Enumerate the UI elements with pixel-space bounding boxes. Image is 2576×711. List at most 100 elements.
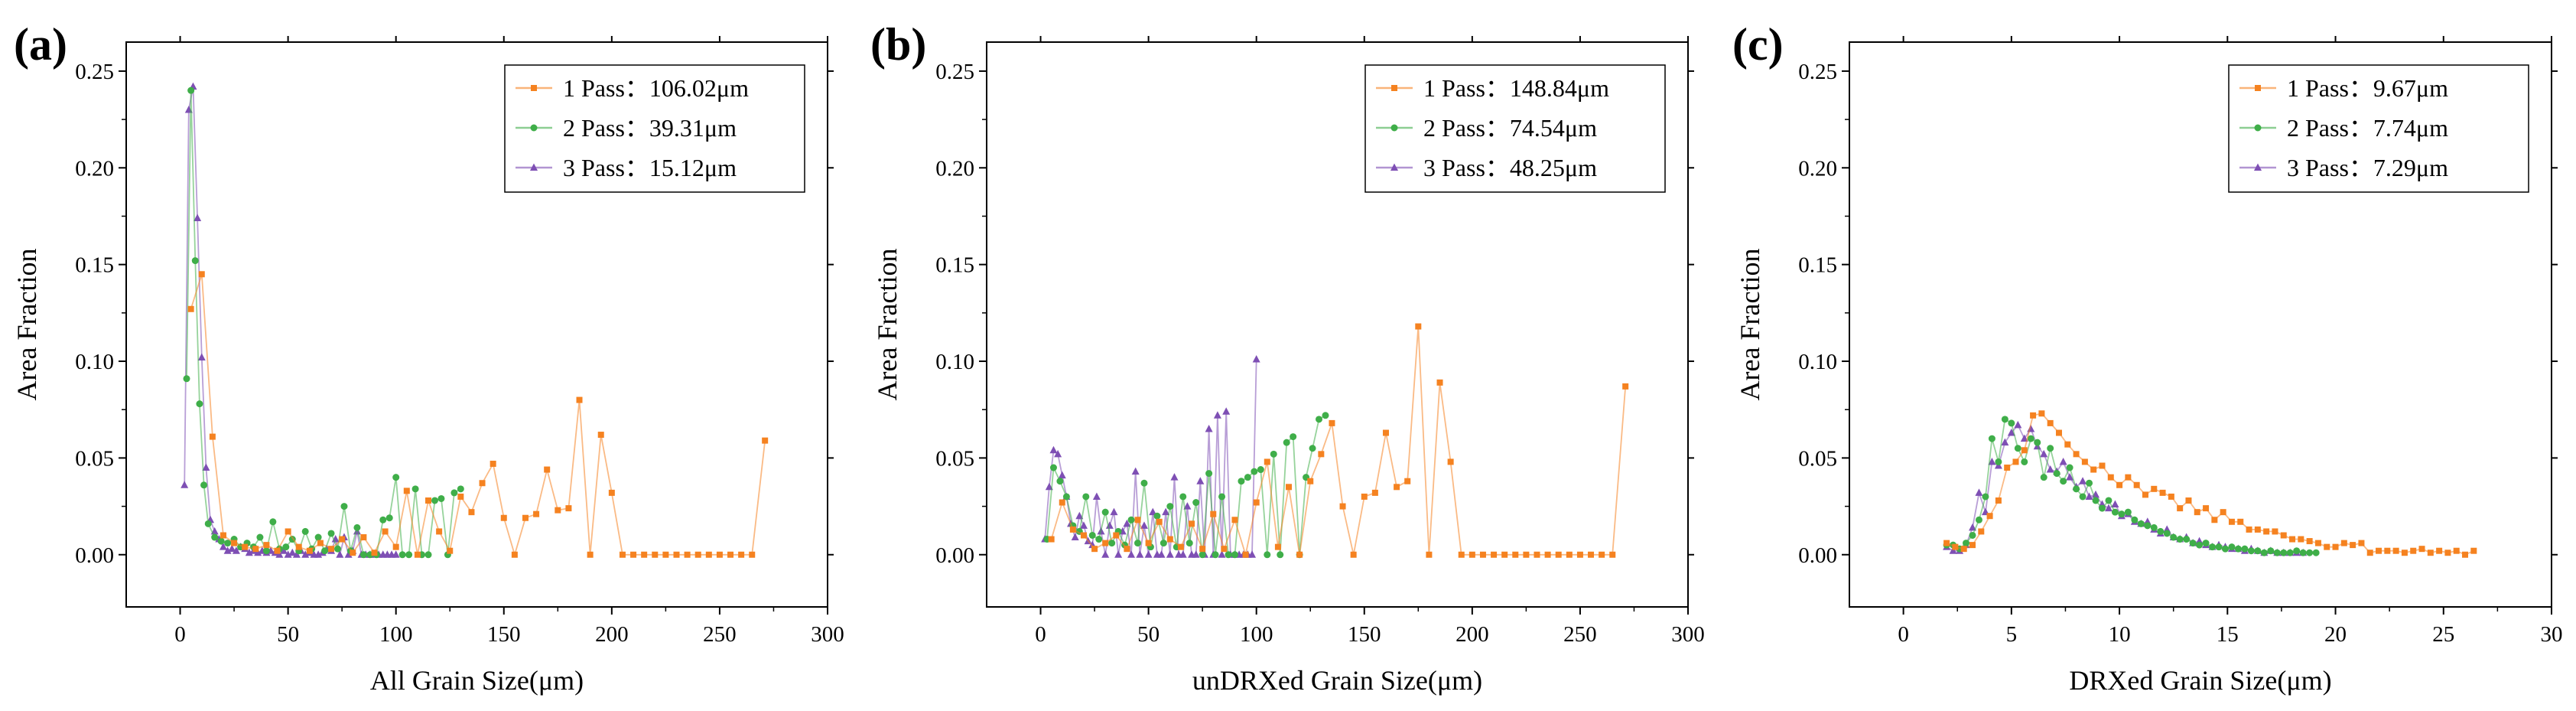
- data-point: [2260, 549, 2268, 556]
- legend: 1 Pass：148.84μm 2 Pass：74.54μm 3 Pass：48.2…: [1364, 64, 1666, 193]
- data-point: [392, 474, 400, 481]
- data-point: [1252, 354, 1260, 363]
- data-point: [1248, 550, 1257, 558]
- x-tick-label: 0: [1035, 622, 1046, 647]
- data-point: [411, 485, 419, 493]
- data-point: [1205, 424, 1213, 432]
- y-tick-label: 0.10: [75, 350, 114, 374]
- data-point: [344, 550, 353, 558]
- data-point: [2055, 429, 2062, 436]
- data-point: [1986, 513, 1993, 520]
- data-point: [1949, 546, 1957, 554]
- data-point: [334, 545, 342, 553]
- data-point: [1102, 540, 1109, 546]
- data-point: [437, 494, 445, 502]
- x-tick-label: 0: [174, 622, 186, 647]
- data-point: [1361, 493, 1368, 500]
- x-tick-label: 25: [2432, 622, 2454, 647]
- data-point: [2104, 504, 2113, 512]
- data-point: [398, 551, 406, 559]
- data-point: [2228, 518, 2235, 525]
- data-point: [2085, 492, 2093, 500]
- panel-b: 0 50 100 150 200 250 300 0.00 0.05 0.10 0.15 0.20 0.…: [870, 19, 1705, 696]
- data-point: [1231, 551, 1238, 559]
- data-point: [2098, 504, 2106, 512]
- data-point: [405, 551, 413, 559]
- data-point: [1069, 526, 1076, 533]
- y-axis-title: Area Fraction: [1735, 249, 1765, 401]
- legend-box: [2228, 64, 2529, 193]
- data-point: [2280, 532, 2287, 539]
- data-point: [1566, 551, 1573, 558]
- data-point: [1192, 499, 1200, 507]
- legend-entry: 1 Pass：148.84μm: [1423, 74, 1609, 102]
- data-point: [2064, 441, 2071, 448]
- data-point: [198, 271, 205, 278]
- data-point: [2209, 543, 2217, 551]
- data-point: [1113, 532, 1120, 539]
- data-point: [2111, 500, 2119, 508]
- data-point: [1244, 474, 1251, 481]
- data-point: [183, 375, 190, 383]
- data-point: [1952, 543, 1959, 550]
- data-point: [340, 503, 348, 510]
- data-point: [414, 551, 421, 558]
- data-point: [217, 537, 225, 545]
- data-point: [2324, 543, 2330, 550]
- data-point: [392, 550, 400, 558]
- x-axis-title: unDRXed Grain Size(μm): [1192, 665, 1482, 696]
- y-tick-label: 0.25: [1798, 60, 1837, 84]
- y-tick-label: 0.05: [935, 446, 974, 471]
- data-point: [2151, 485, 2158, 492]
- data-point: [662, 551, 669, 558]
- data-point: [200, 481, 208, 489]
- legend-entry: 1 Pass：9.67μm: [2287, 74, 2448, 102]
- data-point: [762, 437, 769, 444]
- data-point: [1458, 551, 1465, 558]
- data-point: [1124, 546, 1130, 553]
- data-point: [1049, 464, 1057, 471]
- data-point: [1108, 540, 1116, 547]
- data-point: [2358, 540, 2365, 546]
- data-point: [2444, 550, 2451, 556]
- data-point: [2034, 439, 2041, 446]
- data-point: [2092, 497, 2100, 504]
- data-point: [2228, 543, 2236, 551]
- data-point: [1975, 516, 1982, 523]
- data-point: [1447, 458, 1454, 465]
- data-point: [1969, 542, 1976, 549]
- series-3-pass: [181, 82, 400, 558]
- data-point: [202, 463, 210, 471]
- data-point: [1963, 540, 1970, 547]
- data-point: [284, 550, 292, 558]
- x-tick-label: 15: [2217, 622, 2239, 647]
- data-point: [1969, 523, 1977, 531]
- data-point: [2211, 517, 2218, 523]
- data-point: [2436, 547, 2443, 554]
- data-point: [1114, 550, 1123, 558]
- data-point: [2189, 540, 2197, 547]
- data-point: [279, 546, 288, 554]
- panel-a: 0 50 100 150 200 250 300 0.00 0.05 0.10 0.15 0.20 0.…: [11, 19, 844, 696]
- data-point: [262, 547, 270, 555]
- series-2-pass: [1043, 412, 1329, 559]
- data-point: [379, 516, 387, 523]
- data-point: [436, 528, 443, 535]
- data-point: [2376, 547, 2382, 554]
- data-point: [228, 544, 236, 553]
- data-point: [2004, 465, 2011, 471]
- data-point: [1153, 512, 1161, 520]
- x-tick-label: 150: [487, 622, 521, 647]
- y-tick-label: 0.25: [935, 60, 974, 84]
- data-point: [684, 551, 691, 558]
- y-tick-label: 0.05: [1798, 446, 1837, 471]
- data-point: [1588, 551, 1595, 558]
- data-point: [2177, 505, 2184, 512]
- data-point: [350, 550, 356, 556]
- data-point: [328, 546, 335, 553]
- data-point: [1166, 536, 1173, 543]
- y-tick-label: 0.15: [75, 253, 114, 278]
- data-point: [2263, 528, 2270, 535]
- x-tick-label: 300: [1671, 622, 1705, 647]
